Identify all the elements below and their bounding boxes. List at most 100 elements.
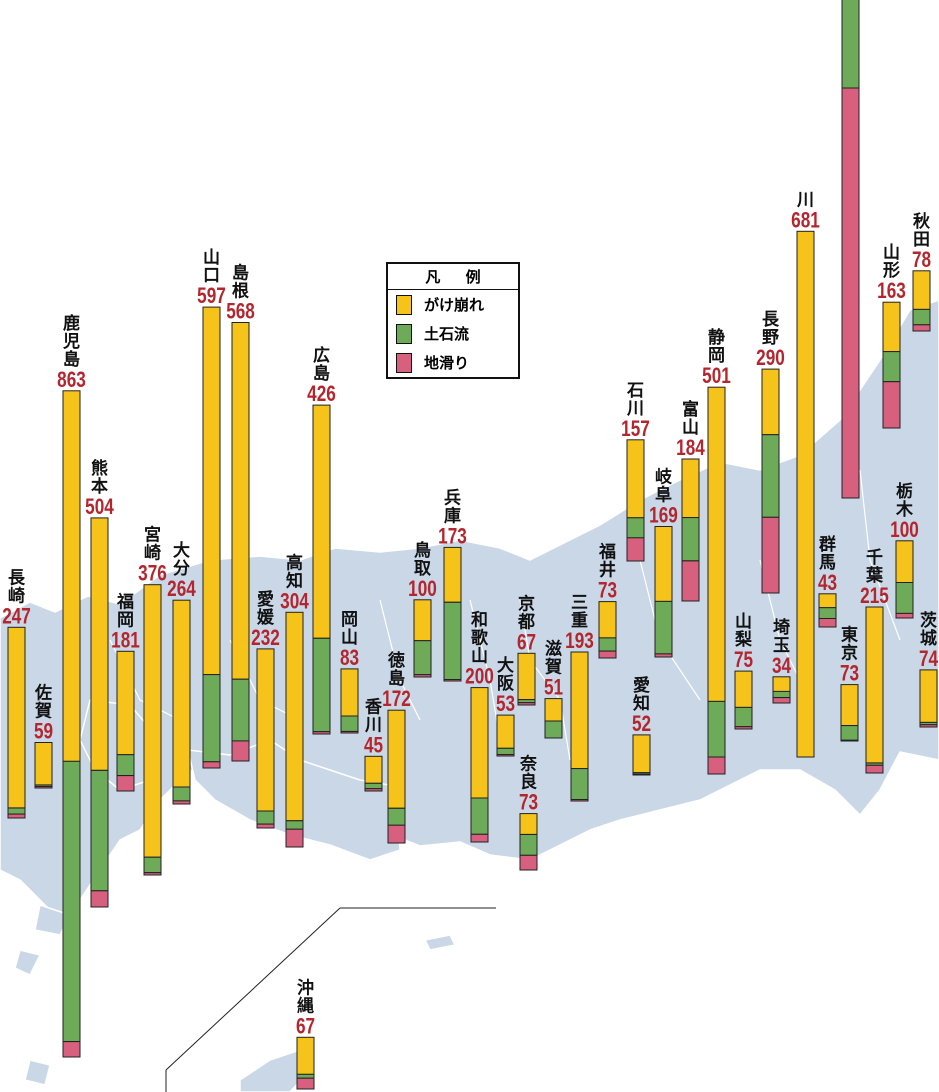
bar-segment-0-s1 bbox=[7, 807, 26, 815]
bar-segment-30-s2 bbox=[761, 516, 780, 594]
legend-swatch-doseki bbox=[396, 323, 412, 344]
bar-group-40: 67 沖縄 bbox=[296, 977, 315, 1090]
prefecture-name-34-char-1: 京 bbox=[841, 643, 858, 664]
bar-group-11: 426 広島 bbox=[307, 345, 336, 735]
bar-segment-30-s1 bbox=[761, 434, 780, 518]
bar-segment-3-s0 bbox=[90, 517, 109, 771]
bar-segment-34-s0 bbox=[840, 684, 859, 726]
bar-group-28: 501 静岡 bbox=[702, 327, 731, 775]
prefecture-name-2-char-1: 児 bbox=[62, 332, 80, 352]
bar-total-label-18: 53 bbox=[496, 692, 515, 717]
prefecture-name-1-char-0: 佐 bbox=[34, 683, 52, 704]
bar-total-label-5: 376 bbox=[138, 562, 167, 587]
bar-segment-14-s2 bbox=[387, 824, 406, 844]
bar-segment-34-s2 bbox=[840, 739, 859, 742]
bar-total-label-1: 59 bbox=[34, 720, 53, 745]
bar-segment-33-s2 bbox=[818, 618, 837, 628]
bar-segment-10-s0 bbox=[285, 611, 304, 822]
bar-segment-31-s0 bbox=[772, 676, 791, 692]
prefecture-name-32-char-0: 川 bbox=[796, 190, 814, 210]
bar-total-label-32: 681 bbox=[791, 208, 820, 233]
bar-group-16: 173 兵庫 bbox=[438, 487, 467, 682]
prefecture-name-20-char-1: 都 bbox=[517, 611, 535, 632]
bar-segment-15-s1 bbox=[413, 640, 432, 676]
prefecture-name-17-char-1: 歌 bbox=[471, 628, 489, 649]
prefecture-name-19-char-1: 良 bbox=[520, 772, 537, 793]
bar-segment-10-s2 bbox=[285, 828, 304, 848]
bar-group-39: 74 茨城 bbox=[919, 610, 938, 728]
prefecture-name-9-char-0: 愛 bbox=[257, 589, 274, 610]
prefecture-name-27-char-1: 山 bbox=[682, 418, 699, 438]
prefecture-name-12-char-1: 山 bbox=[341, 628, 358, 648]
bar-group-31: 34 埼玉 bbox=[772, 617, 791, 704]
bar-segment-6-s1 bbox=[172, 786, 191, 802]
legend-item-doseki: 土石流 bbox=[388, 319, 518, 348]
bar-group-3: 504 熊本 bbox=[85, 458, 114, 908]
prefecture-name-36-char-0: 栃 bbox=[896, 481, 913, 502]
bar-segment-40-s0 bbox=[296, 1036, 315, 1075]
bar-segment-23-s2 bbox=[598, 650, 617, 659]
bar-segment-40-s2 bbox=[296, 1077, 315, 1090]
bar-segment-4-s1 bbox=[116, 754, 135, 777]
prefecture-name-35-char-0: 千 bbox=[866, 548, 883, 568]
prefecture-name-40-char-1: 縄 bbox=[297, 995, 314, 1016]
bar-segment-14-s0 bbox=[387, 709, 406, 809]
bar-segment-7-s0 bbox=[202, 306, 221, 676]
bar-total-label-30: 290 bbox=[756, 346, 785, 371]
bar-group-27: 184 富山 bbox=[676, 399, 705, 602]
bar-segment-16-s2 bbox=[443, 679, 462, 682]
bar-segment-17-s1 bbox=[470, 797, 489, 835]
bar-segment-23-s1 bbox=[598, 637, 617, 652]
prefecture-name-3-char-0: 熊 bbox=[91, 458, 108, 479]
legend-label-doseki: 土石流 bbox=[424, 325, 470, 343]
bar-group-5: 376 宮崎 bbox=[138, 525, 167, 876]
bar-segment-26-s1 bbox=[654, 600, 673, 655]
bar-segment-33-s0 bbox=[818, 593, 837, 609]
bar-group-14: 172 徳島 bbox=[382, 650, 411, 844]
prefecture-name-4-char-1: 岡 bbox=[117, 610, 134, 630]
bar-total-label-25: 157 bbox=[621, 417, 650, 442]
bar-segment-0-s0 bbox=[7, 626, 26, 809]
bar-total-label-23: 73 bbox=[598, 579, 617, 604]
bar-group-1: 59 佐賀 bbox=[34, 683, 53, 789]
bar-segment-8-s2 bbox=[231, 740, 250, 762]
legend-label-jisuberi: 地滑り bbox=[424, 354, 470, 372]
bar-segment-21-s0 bbox=[544, 698, 563, 722]
bar-segment-22-s2 bbox=[570, 799, 589, 802]
bar-segment-2-s2 bbox=[62, 1041, 81, 1058]
bar-segment-20-s0 bbox=[517, 652, 536, 701]
prefecture-name-12-char-0: 岡 bbox=[341, 610, 358, 630]
prefecture-name-1-char-1: 賀 bbox=[34, 702, 52, 722]
bar-group-24: 52 愛知 bbox=[632, 675, 651, 776]
prefecture-name-33-char-1: 馬 bbox=[819, 553, 836, 573]
bar-group-15: 100 鳥取 bbox=[408, 540, 437, 678]
prefecture-name-40-char-0: 沖 bbox=[297, 977, 314, 998]
bar-total-label-31: 34 bbox=[772, 654, 791, 679]
bar-segment-9-s0 bbox=[256, 648, 275, 812]
bar-segment-17-s2 bbox=[470, 833, 489, 843]
prefecture-name-22-char-0: 三 bbox=[571, 593, 588, 613]
bar-group-2: 863 鹿児島 bbox=[57, 313, 86, 1058]
bar-segment-14-s1 bbox=[387, 807, 406, 826]
bar-segment-22-s0 bbox=[570, 651, 589, 770]
bar-segment-37-s0 bbox=[882, 301, 901, 353]
bar-segment-8-s1 bbox=[231, 678, 250, 742]
prefecture-name-27-char-0: 富 bbox=[682, 399, 699, 420]
bar-segment-27-s0 bbox=[681, 458, 700, 519]
prefecture-name-3-char-1: 本 bbox=[91, 476, 108, 497]
bar-segment-9-s1 bbox=[256, 810, 275, 825]
prefecture-name-15-char-1: 取 bbox=[414, 559, 431, 579]
prefecture-name-29-char-0: 山 bbox=[735, 612, 752, 632]
offscreen-bar-segment-green bbox=[841, 0, 860, 89]
bar-segment-38-s1 bbox=[912, 308, 931, 326]
prefecture-name-11-char-0: 広 bbox=[313, 345, 330, 366]
prefecture-name-21-char-0: 滋 bbox=[545, 639, 562, 660]
prefecture-name-28-char-0: 静 bbox=[708, 327, 725, 348]
offscreen-bar-group bbox=[841, 0, 860, 499]
prefecture-name-37-char-0: 山 bbox=[883, 243, 900, 263]
prefecture-name-35-char-1: 葉 bbox=[865, 565, 884, 586]
bar-segment-1-s0 bbox=[34, 742, 53, 786]
bar-segment-31-s1 bbox=[772, 690, 791, 699]
prefecture-name-30-char-1: 野 bbox=[762, 328, 779, 348]
